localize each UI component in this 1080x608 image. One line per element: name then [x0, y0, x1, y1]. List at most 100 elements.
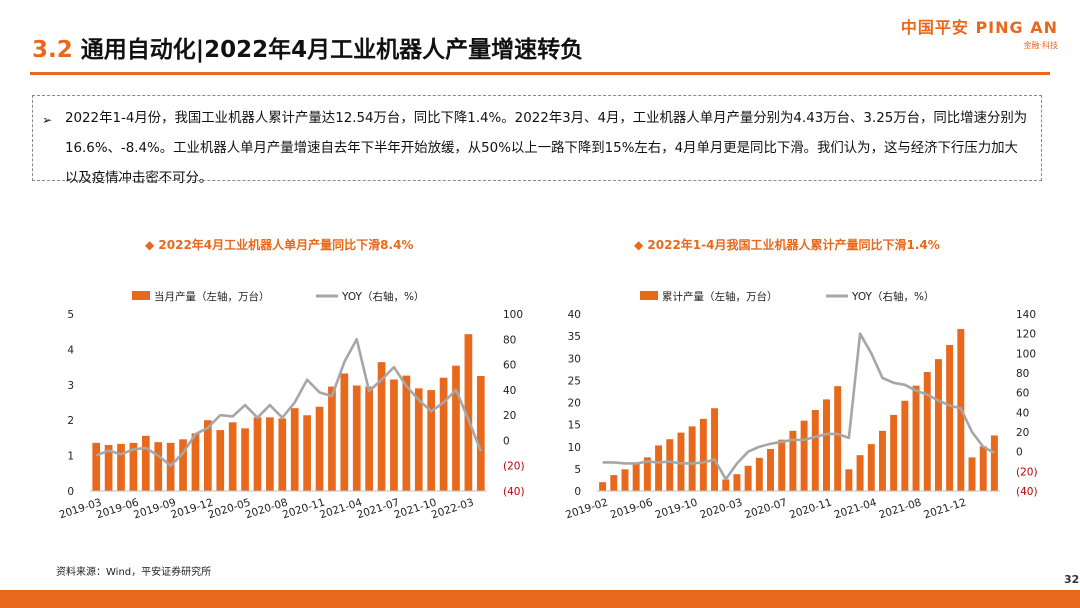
- chart-2-bar: [778, 439, 786, 491]
- chart-1-bar: [204, 420, 212, 491]
- title-text: 通用自动化|2022年4月工业机器人产量增速转负: [80, 37, 584, 63]
- summary-text: 2022年1-4月份，我国工业机器人累计产量达12.54万台，同比下降1.4%。…: [65, 111, 1028, 186]
- chart-2-legend-bar-label: 累计产量（左轴，万台）: [662, 290, 778, 303]
- chart-1-bar: [191, 433, 200, 491]
- title-number: 3.2: [32, 37, 73, 63]
- chart-1-y-right-tick-label: (40): [503, 486, 525, 498]
- chart-1-bar: [129, 442, 138, 491]
- chart-2-x-tick-label: 2020-07: [743, 496, 788, 521]
- chart-1-bar: [303, 415, 311, 491]
- chart-2-y-left-tick-label: 10: [568, 442, 581, 454]
- page-title: 3.2 通用自动化|2022年4月工业机器人产量增速转负: [32, 30, 583, 64]
- chart-1-bar: [390, 379, 398, 491]
- chart-1-bar: [439, 377, 448, 491]
- chart-1-bar: [365, 386, 373, 491]
- chart-2-bar: [688, 426, 696, 491]
- chart-2-bar: [834, 386, 842, 491]
- chart-2-bar: [901, 400, 909, 491]
- chart-2-y-right-tick-label: 140: [1016, 309, 1036, 321]
- chart-2-legend-bar-swatch: [640, 291, 658, 300]
- chart-1-y-right-tick-label: 100: [503, 309, 523, 321]
- chart-2-bar: [677, 432, 685, 491]
- chart-2-bar: [599, 482, 607, 491]
- chart-2-y-right-tick-label: 80: [1016, 368, 1029, 380]
- chart-2-bar: [856, 455, 864, 491]
- chart-1-y-left-tick-label: 5: [67, 309, 74, 321]
- footer-bar: [0, 590, 1080, 608]
- chart-2-y-left-tick-label: 20: [568, 398, 581, 410]
- chart-2-bar: [744, 465, 752, 491]
- chart-1-title: ◆ 2022年4月工业机器人单月产量同比下滑8.4%: [145, 238, 414, 252]
- chart-1-y-right-tick-label: 20: [503, 410, 516, 422]
- chart-1-x-tick-label: 2022-03: [430, 496, 475, 521]
- chart-1-y-left-tick-label: 4: [67, 344, 74, 356]
- chart-1-y-right-tick-label: (20): [503, 461, 525, 473]
- chart-1-yoy-line: [95, 337, 483, 468]
- chart-1-bar: [464, 334, 473, 491]
- chart-2-bar: [699, 418, 707, 491]
- chart-2-y-right-tick-label: 20: [1016, 427, 1029, 439]
- title-divider: [30, 72, 1050, 75]
- chart-1-bar: [476, 375, 485, 491]
- chart-1-bar: [290, 408, 299, 491]
- chart-2-title: ◆ 2022年1-4月我国工业机器人累计产量同比下滑1.4%: [634, 238, 940, 252]
- chart-2-bar: [845, 469, 853, 491]
- chart-1-bar: [266, 417, 274, 491]
- chart-2-bar: [789, 430, 797, 491]
- chart-1-bar: [228, 422, 237, 491]
- chart-1-bar: [452, 365, 460, 491]
- chart-2-bar: [934, 359, 942, 491]
- chart-2-bar: [890, 414, 898, 491]
- chart-1-bar: [414, 388, 423, 491]
- chart-2-y-left-tick-label: 15: [568, 420, 581, 432]
- chart-2-bar: [912, 385, 920, 491]
- chart-1-y-right-tick-label: 40: [503, 385, 516, 397]
- chart-2-y-right-tick-label: (20): [1016, 466, 1038, 478]
- chart-1-bar: [253, 417, 262, 491]
- brand-logo: 中国平安 PING AN 金融·科技: [901, 14, 1058, 51]
- chart-2-x-tick-label: 2021-12: [922, 496, 967, 521]
- chart-1-y-right-tick-label: 80: [503, 334, 516, 346]
- page-number: 32: [1064, 573, 1080, 586]
- chart-2-x-tick-label: 2021-08: [878, 496, 923, 521]
- chart-2-x-tick-label: 2019-02: [564, 496, 609, 521]
- chart-1-bar: [315, 406, 324, 491]
- chart-1-bar: [402, 375, 411, 491]
- chart-1-bar: [154, 442, 163, 491]
- chart-1-bar: [328, 386, 336, 491]
- chart-1-bar: [92, 442, 101, 491]
- chart-2-bar: [811, 410, 819, 491]
- chart-2-bar: [643, 457, 651, 491]
- chart-2-bar: [946, 344, 954, 491]
- chart-2-y-right-tick-label: 120: [1016, 329, 1036, 341]
- chart-1-bar: [241, 428, 249, 491]
- chart-2-bar: [968, 457, 976, 491]
- chart-1-y-left-tick-label: 2: [67, 415, 74, 427]
- chart-2-y-right-tick-label: 60: [1016, 388, 1029, 400]
- chart-1-y-right-tick-label: 0: [503, 435, 510, 447]
- chart-2-x-tick-label: 2021-04: [833, 496, 879, 521]
- chart-1-y-left-tick-label: 3: [67, 380, 74, 392]
- chart-2-bar: [979, 446, 987, 491]
- chart-2-x-tick-label: 2020-11: [788, 496, 833, 521]
- chart-2-y-left-tick-label: 25: [568, 375, 581, 387]
- chart-2-x-tick-label: 2019-06: [609, 496, 655, 521]
- chart-2-yoy-line: [602, 332, 996, 481]
- chart-1-y-left-tick-label: 0: [67, 486, 74, 498]
- chart-2-bar: [867, 444, 875, 491]
- chart-2-bar: [655, 445, 663, 491]
- chart-2-y-left-tick-label: 35: [568, 331, 581, 343]
- chart-2-bar: [632, 463, 640, 491]
- logo-subtext: 金融·科技: [1023, 41, 1058, 50]
- chart-2-bar: [923, 371, 931, 491]
- chart-1-bar: [141, 435, 150, 491]
- chart-1-bar: [117, 443, 125, 491]
- chart-2-y-left-tick-label: 40: [568, 309, 581, 321]
- chart-2-x-tick-label: 2019-10: [654, 496, 699, 521]
- chart-1-bar: [179, 439, 187, 491]
- chart-1-bar: [340, 373, 349, 491]
- source-note: 资料来源：Wind，平安证券研究所: [56, 567, 212, 578]
- chart-2-bar: [733, 474, 741, 491]
- chart-1-y-left-tick-label: 1: [67, 451, 74, 463]
- chart-2-y-right-tick-label: (40): [1016, 486, 1038, 498]
